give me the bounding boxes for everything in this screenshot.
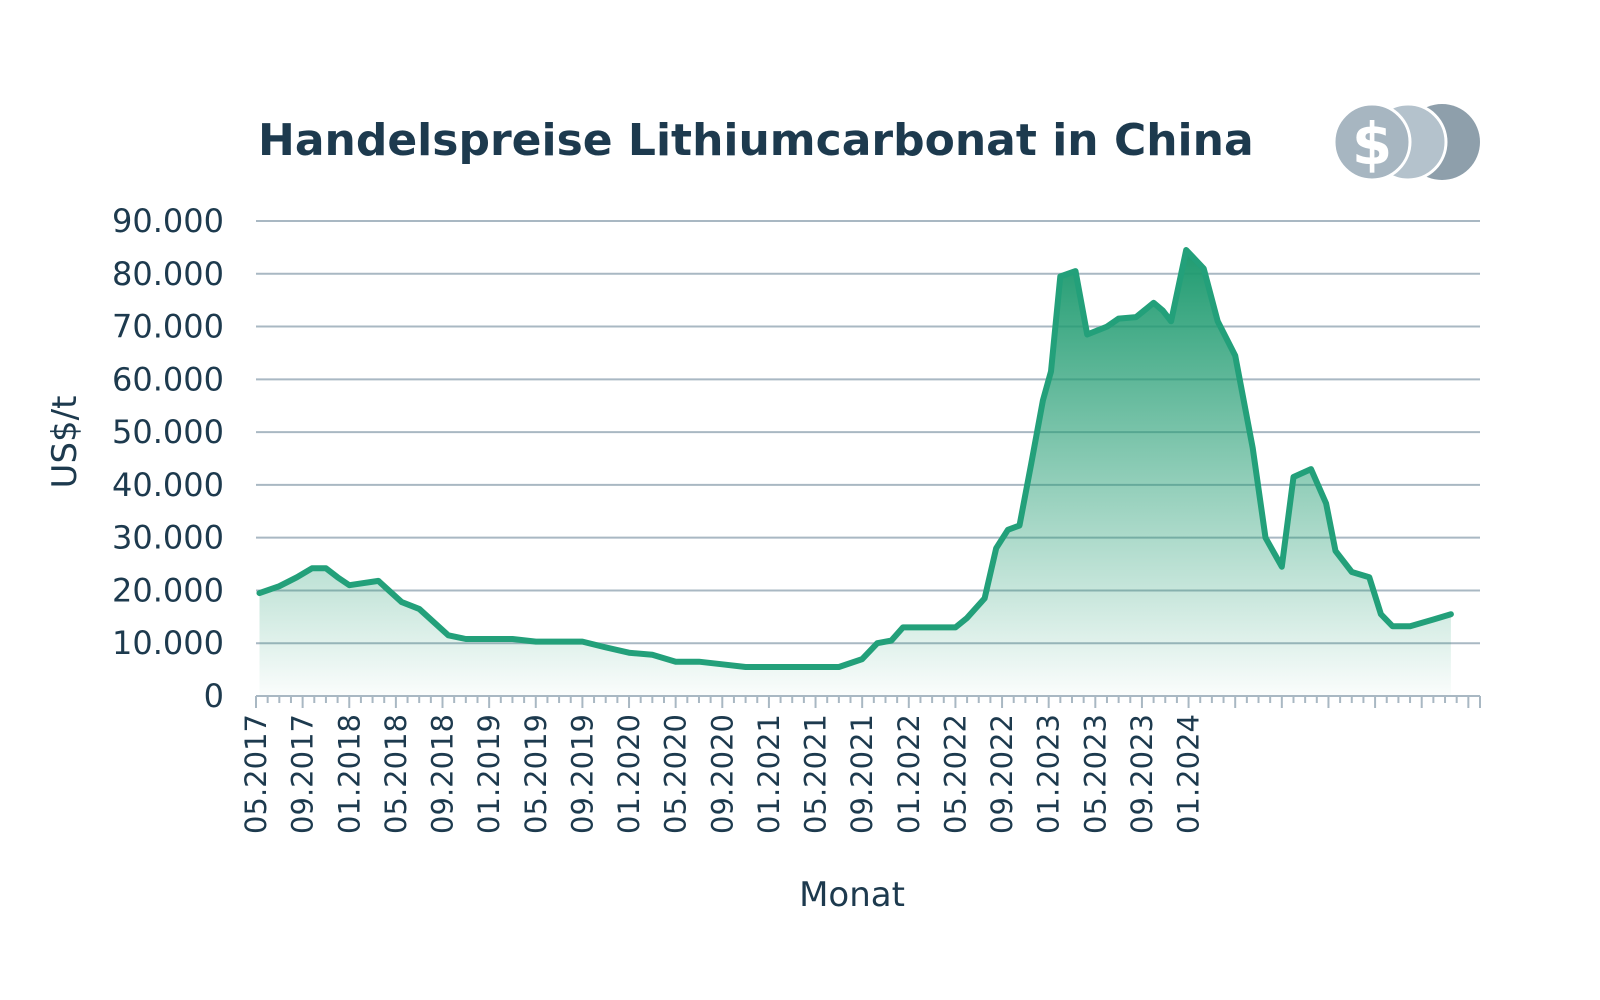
x-tick-label: 01.2018 — [332, 714, 366, 834]
x-tick-label: 09.2017 — [286, 714, 320, 834]
dollar-symbol: $ — [1352, 110, 1392, 178]
x-tick-label: 01.2022 — [892, 714, 926, 834]
x-tick-label: 01.2021 — [752, 714, 786, 834]
y-tick-label: 70.000 — [112, 308, 224, 346]
y-tick-label: 90.000 — [112, 202, 224, 240]
logo: $ — [1332, 102, 1480, 182]
y-tick-label: 0 — [204, 677, 224, 715]
x-tick-label: 05.2019 — [519, 714, 553, 834]
x-tick-label: 09.2022 — [985, 714, 1019, 834]
y-tick-label: 40.000 — [112, 466, 224, 504]
y-tick-label: 50.000 — [112, 413, 224, 451]
x-tick-label: 01.2023 — [1032, 714, 1066, 834]
x-tick-label: 01.2019 — [472, 714, 506, 834]
x-axis-label: Monat — [799, 875, 905, 915]
x-tick-label: 09.2020 — [705, 714, 739, 834]
x-axis-ticks: 05.2017 09.2017 01.2018 05.2018 09.2018 01.20… — [239, 714, 1206, 834]
x-tick-label: 09.2019 — [565, 714, 599, 834]
x-tick-label: 09.2018 — [426, 714, 460, 834]
dollar-coins-icon: $ — [1332, 102, 1480, 182]
x-tick-label: 01.2024 — [1172, 714, 1206, 834]
y-tick-label: 10.000 — [112, 624, 224, 662]
grid-lines — [256, 220, 1480, 645]
x-tick-label: 09.2023 — [1125, 714, 1159, 834]
y-axis-ticks: 0 10.000 20.000 30.000 40.000 50.000 60.000 70.… — [112, 202, 224, 715]
y-axis-label: US$/t — [45, 396, 85, 489]
y-tick-label: 20.000 — [112, 571, 224, 609]
y-tick-label: 60.000 — [112, 360, 224, 398]
price-line — [256, 247, 1454, 670]
x-tick-label: 05.2021 — [799, 714, 833, 834]
x-tick-label: 05.2020 — [659, 714, 693, 834]
x-tick-label: 05.2022 — [938, 714, 972, 834]
x-tick-label: 09.2021 — [845, 714, 879, 834]
x-tick-label: 01.2020 — [612, 714, 646, 834]
y-tick-label: 30.000 — [112, 519, 224, 557]
x-axis — [255, 695, 1481, 708]
y-tick-label: 80.000 — [112, 255, 224, 293]
price-area — [259, 250, 1451, 696]
x-tick-label: 05.2018 — [379, 714, 413, 834]
x-tick-label: 05.2023 — [1078, 714, 1112, 834]
x-tick-label: 05.2017 — [239, 714, 273, 834]
chart-title: Handelspreise Lithiumcarbonat in China — [258, 115, 1254, 166]
